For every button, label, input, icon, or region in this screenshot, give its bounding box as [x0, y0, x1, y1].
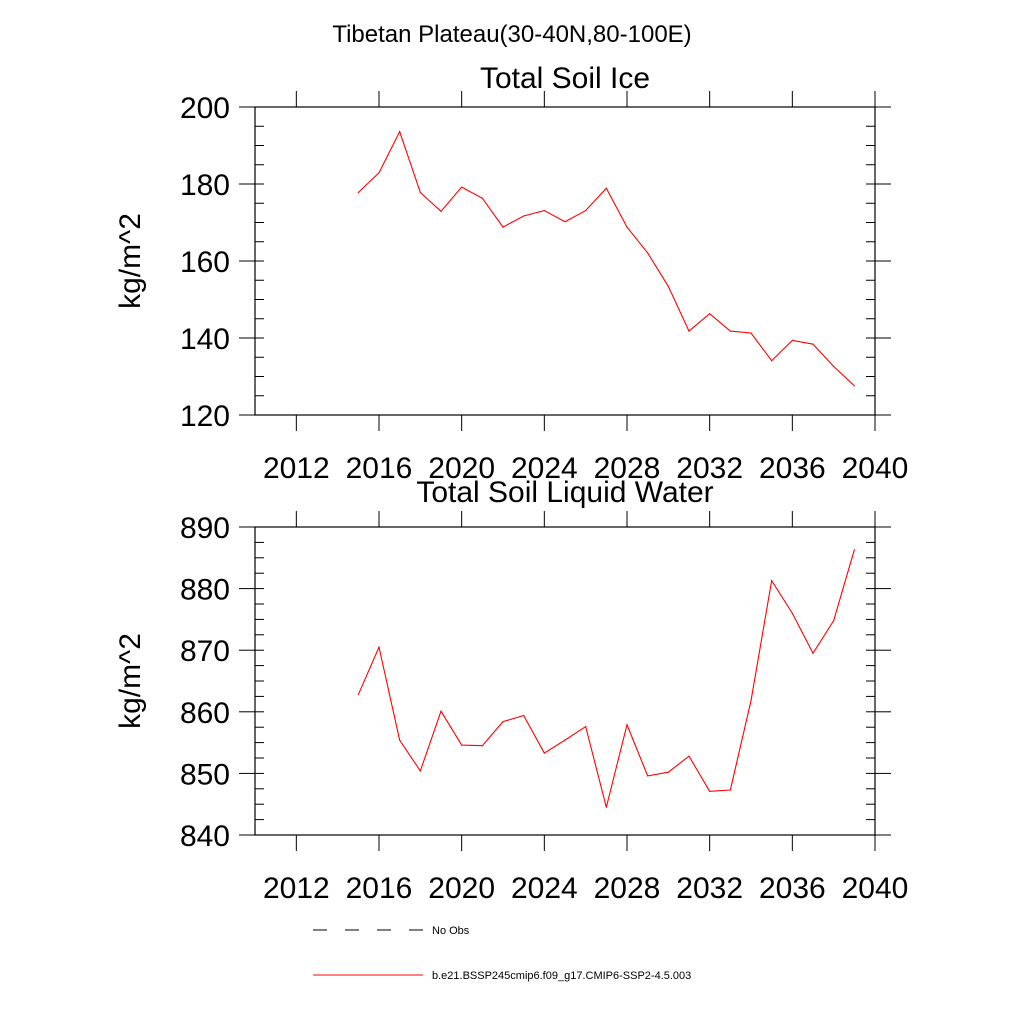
y-tick-label: 850 — [180, 758, 230, 791]
x-tick-label: 2036 — [759, 452, 826, 485]
y-tick-label: 840 — [180, 820, 230, 853]
data-point — [378, 172, 380, 174]
y-tick-label: 860 — [180, 697, 230, 730]
data-point — [564, 739, 566, 741]
x-tick-label: 2016 — [346, 452, 413, 485]
chart-panel-1: Total Soil Ice 2012 2016 2020 2024 2028 2032 20… — [114, 62, 908, 485]
y-axis-label: kg/m^2 — [114, 633, 147, 729]
data-point — [647, 775, 649, 777]
y-tick-label: 120 — [180, 400, 230, 433]
data-point — [481, 197, 483, 199]
series-line-1 — [357, 130, 855, 387]
data-point — [523, 215, 525, 217]
x-tick-label: 2020 — [428, 872, 495, 905]
x-tick-label: 2020 — [428, 452, 495, 485]
data-point — [626, 724, 628, 726]
data-point — [357, 191, 359, 194]
y-axis-label: kg/m^2 — [114, 213, 147, 309]
x-tick-label: 2036 — [759, 872, 826, 905]
data-point — [771, 360, 773, 362]
x-tick-label: 2012 — [263, 452, 330, 485]
chart-panels: Total Soil Ice 2012 2016 2020 2024 2028 2032 20… — [114, 62, 908, 905]
data-point — [502, 226, 504, 228]
data-point — [853, 385, 855, 387]
data-point — [481, 745, 483, 747]
data-point — [812, 652, 814, 654]
data-point — [833, 620, 835, 622]
plot-frame — [254, 106, 876, 416]
data-point — [688, 330, 690, 332]
y-tick-label: 140 — [180, 323, 230, 356]
data-point — [564, 221, 566, 223]
data-point — [709, 313, 711, 315]
data-point — [729, 789, 731, 791]
x-tick-label: 2028 — [594, 872, 661, 905]
data-point — [461, 186, 463, 188]
x-tick-label: 2032 — [676, 872, 743, 905]
chart-title: Total Soil Liquid Water — [416, 476, 713, 509]
data-point — [750, 332, 752, 334]
data-point — [399, 131, 401, 133]
x-tick-label: 2040 — [842, 872, 909, 905]
data-point — [791, 339, 793, 341]
data-point — [399, 739, 401, 741]
data-point — [585, 725, 587, 728]
y-tick-label: 180 — [180, 169, 230, 202]
data-point — [523, 714, 525, 717]
legend-label-2: b.e21.BSSP245cmip6.f09_g17.CMIP6-SSP2-4.… — [432, 970, 691, 982]
x-tick-label: 2016 — [346, 872, 413, 905]
x-tick-label: 2040 — [842, 452, 909, 485]
data-point — [667, 285, 669, 288]
legend: No Obs b.e21.BSSP245cmip6.f09_g17.CMIP6-S… — [313, 925, 691, 982]
data-point — [833, 365, 835, 368]
series-line-1 — [357, 549, 855, 808]
y-tick-label: 870 — [180, 635, 230, 668]
x-tick-label: 2024 — [511, 872, 578, 905]
legend-label-1: No Obs — [432, 925, 470, 937]
data-point — [647, 252, 649, 254]
data-point — [419, 770, 421, 772]
data-point — [461, 744, 463, 746]
chart-title: Total Soil Ice — [480, 62, 650, 95]
data-point — [667, 771, 669, 773]
data-point — [357, 693, 359, 696]
x-tick-label: 2024 — [511, 452, 578, 485]
data-point — [771, 579, 773, 582]
data-point — [626, 226, 628, 228]
y-tick-label: 890 — [180, 512, 230, 545]
data-point — [419, 191, 421, 194]
data-point — [543, 209, 545, 212]
data-point — [750, 700, 752, 702]
y-tick-label: 160 — [180, 246, 230, 279]
data-point — [585, 209, 587, 212]
y-tick-label: 880 — [180, 574, 230, 607]
data-point — [378, 646, 380, 648]
x-tick-label: 2012 — [263, 872, 330, 905]
data-point — [791, 612, 793, 614]
x-tick-label: 2028 — [594, 452, 661, 485]
data-point — [543, 752, 545, 754]
data-point — [853, 549, 855, 551]
data-point — [605, 806, 607, 808]
data-point — [812, 343, 814, 345]
data-point — [440, 210, 442, 212]
data-point — [502, 721, 504, 723]
chart-panel-2: Total Soil Liquid Water 2012 2016 2020 2024 2… — [114, 476, 908, 905]
data-point — [440, 710, 442, 712]
y-tick-label: 200 — [180, 92, 230, 125]
plot-frame — [254, 526, 876, 836]
data-point — [709, 790, 711, 792]
data-point — [729, 330, 731, 332]
figure-title: Tibetan Plateau(30-40N,80-100E) — [332, 21, 691, 48]
x-tick-label: 2032 — [676, 452, 743, 485]
data-point — [688, 755, 690, 757]
data-point — [605, 187, 607, 189]
